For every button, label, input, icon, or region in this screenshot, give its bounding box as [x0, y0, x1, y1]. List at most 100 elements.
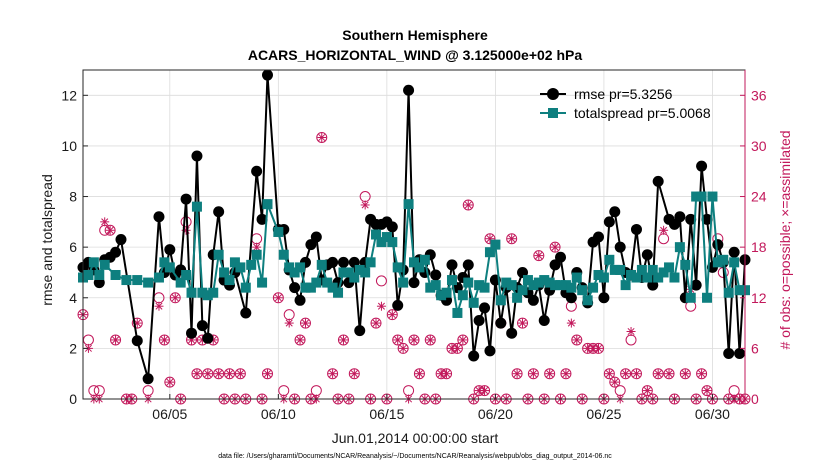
obs-assimilated-marker: [452, 343, 462, 353]
totalspread-point: [343, 267, 354, 278]
chart-title: Southern Hemisphere: [342, 27, 488, 43]
obs-assimilated-marker: [203, 369, 213, 379]
totalspread-point: [338, 267, 349, 278]
totalspread-point: [409, 257, 419, 268]
rmse-point: [685, 213, 697, 225]
obs-possible-marker: [82, 334, 94, 346]
totalspread-point: [474, 280, 485, 291]
obs-assimilated-marker: [664, 369, 674, 379]
obs-possible-marker: [316, 131, 328, 143]
obs-possible-marker: [202, 368, 214, 380]
totalspread-point: [495, 295, 506, 306]
obs-assimilated-marker: [192, 369, 202, 379]
obs-possible-marker: [272, 292, 284, 304]
obs-possible-marker: [403, 385, 415, 397]
obs-possible-marker: [696, 368, 708, 380]
obs-assimilated-marker: [284, 318, 294, 328]
rmse-point: [310, 231, 322, 243]
rmse-point: [354, 325, 366, 337]
obs-possible-marker: [641, 385, 653, 397]
x-tick-label: 06/20: [478, 406, 513, 422]
obs-possible-marker: [424, 334, 436, 346]
obs-possible-marker: [549, 241, 561, 253]
totalspread-point: [702, 292, 713, 303]
totalspread-point: [376, 237, 387, 248]
obs-assimilated-marker: [165, 377, 175, 387]
rmse-point: [538, 315, 550, 327]
obs-assimilated-marker: [642, 386, 652, 396]
obs-possible-marker: [164, 376, 176, 388]
chart-subtitle: ACARS_HORIZONTAL_WIND @ 3.125000e+02 hPa: [248, 47, 583, 63]
totalspread-point: [555, 280, 566, 291]
obs-possible-marker: [397, 342, 409, 354]
rmse-point: [728, 246, 740, 258]
totalspread-point: [593, 269, 604, 280]
obs-assimilated-marker: [512, 369, 522, 379]
rmse-point: [614, 241, 626, 253]
totalspread-point: [186, 287, 197, 298]
totalspread-point: [664, 262, 675, 273]
totalspread-point: [658, 267, 669, 278]
rmse-point: [723, 347, 735, 359]
totalspread-point: [289, 267, 300, 278]
totalspread-point: [577, 285, 588, 296]
obs-assimilated-marker: [100, 217, 110, 227]
obs-possible-marker: [213, 368, 225, 380]
obs-assimilated-marker: [545, 369, 555, 379]
totalspread-point: [729, 257, 740, 268]
y-tick-label: 6: [69, 239, 77, 255]
obs-possible-marker: [299, 317, 311, 329]
obs-possible-marker: [544, 368, 556, 380]
totalspread-point: [452, 307, 463, 318]
obs-assimilated-marker: [631, 369, 641, 379]
obs-possible-marker: [658, 233, 670, 245]
obs-possible-marker: [261, 368, 273, 380]
obs-assimilated-marker: [572, 335, 582, 345]
totalspread-point: [691, 191, 702, 202]
totalspread-point: [604, 254, 615, 265]
rmse-point: [527, 294, 539, 306]
rmse-point: [696, 160, 708, 172]
obs-assimilated-marker: [593, 343, 603, 353]
obs-possible-marker: [327, 368, 339, 380]
obs-possible-marker: [614, 385, 626, 397]
obs-possible-marker: [484, 233, 496, 245]
totalspread-point: [322, 277, 333, 288]
totalspread-point: [463, 277, 474, 288]
obs-assimilated-marker: [528, 369, 538, 379]
rmse-point: [668, 218, 680, 230]
obs-assimilated-marker: [425, 335, 435, 345]
totalspread-point: [560, 280, 571, 291]
obs-assimilated-marker: [170, 293, 180, 303]
totalspread-point: [398, 277, 409, 288]
totalspread-point: [598, 272, 609, 283]
totalspread-point: [674, 242, 685, 253]
legend-rmse-marker: [547, 88, 559, 100]
totalspread-point: [436, 290, 447, 301]
legend-rmse-label: rmse pr=5.3256: [574, 86, 673, 102]
totalspread-point: [208, 287, 219, 298]
obs-possible-marker: [413, 368, 425, 380]
totalspread-point: [110, 269, 121, 280]
rmse-point: [479, 302, 491, 314]
obs-assimilated-marker: [111, 335, 121, 345]
totalspread-point: [219, 267, 230, 278]
obs-assimilated-marker: [702, 386, 712, 396]
totalspread-point: [327, 282, 338, 293]
y-tick-label: 4: [69, 290, 77, 306]
rmse-point: [430, 269, 442, 281]
totalspread-point: [550, 280, 561, 291]
obs-possible-marker: [462, 199, 474, 211]
obs-possible-marker: [625, 334, 637, 346]
obs-possible-marker: [533, 250, 545, 262]
rmse-point: [202, 332, 214, 344]
obs-assimilated-marker: [621, 369, 631, 379]
x-tick-label: 06/30: [695, 406, 730, 422]
y-axis-label: rmse and totalspread: [39, 174, 55, 306]
obs-possible-marker: [337, 334, 349, 346]
obs-assimilated-marker: [507, 234, 517, 244]
obs-possible-marker: [283, 309, 295, 321]
obs-possible-marker: [191, 368, 203, 380]
totalspread-point: [414, 262, 425, 273]
